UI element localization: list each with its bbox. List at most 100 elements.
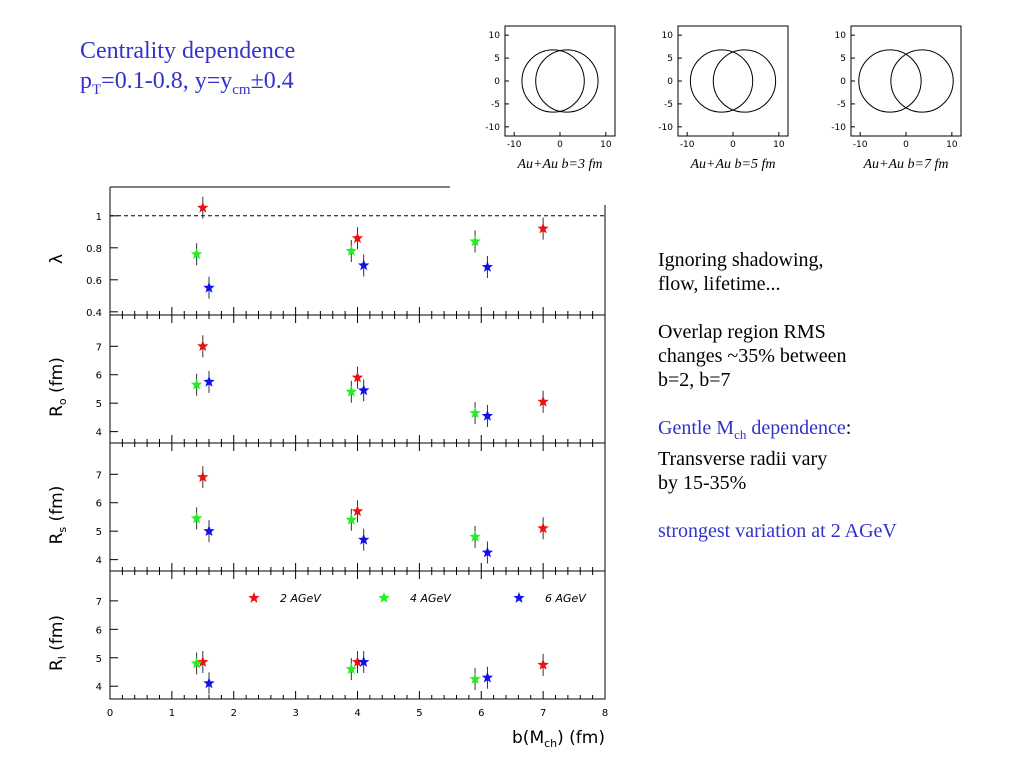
geometry-ytick-label: -10 (658, 123, 673, 133)
data-point (537, 395, 549, 407)
data-point (190, 657, 203, 669)
y-tick-label: 7 (96, 597, 102, 608)
note-blue-pre: Gentle M (658, 417, 735, 439)
data-point (197, 340, 209, 352)
note-line: b=2, b=7 (658, 369, 731, 391)
chart-panel: 4 5 6 7 Rl (fm) (47, 570, 606, 700)
data-point (351, 505, 364, 517)
title-sub-cm: cm (232, 81, 251, 98)
data-point (345, 385, 357, 397)
note-line: Ignoring shadowing, (658, 249, 824, 271)
note-line: Gentle Mch dependence: (658, 416, 1018, 447)
x-tick-label: 5 (416, 708, 422, 719)
x-tick-label: 0 (107, 708, 113, 719)
legend-marker (513, 592, 525, 603)
geometry-ytick-label: -5 (664, 100, 673, 110)
notes-block-4: strongest variation at 2 AGeV (658, 520, 897, 542)
notes-block-2: Overlap region RMS changes ~35% between … (658, 320, 1018, 392)
y-tick-label: 7 (96, 470, 102, 481)
chart-panel: 4 5 6 7 Ro (fm) (47, 314, 606, 444)
notes-block-3: Gentle Mch dependence: Transverse radii … (658, 416, 1018, 495)
geometry-xtick-label: 0 (903, 140, 909, 150)
data-point (481, 410, 494, 421)
data-point (537, 658, 549, 670)
nucleus-circle (712, 49, 777, 113)
geometry-xtick-label: -10 (853, 140, 868, 150)
data-point (345, 513, 357, 525)
x-tick-label: 4 (354, 708, 360, 719)
data-point (469, 673, 481, 684)
geometry-xtick-label: -10 (507, 140, 522, 150)
slide-title: Centrality dependence pT=0.1-0.8, y=ycm±… (80, 36, 295, 105)
y-axis-label: Ro (fm) (47, 357, 69, 417)
geometry-ytick-label: 10 (489, 31, 501, 41)
title-sub-t: T (92, 81, 102, 98)
data-point (358, 259, 370, 271)
x-tick-label: 6 (478, 708, 484, 719)
data-point (190, 512, 203, 524)
x-tick-label: 8 (602, 708, 608, 719)
y-tick-label: 0.4 (86, 308, 102, 319)
radii-chart: 0.4 0.6 0.8 1 λ 4 5 6 7 Ro (fm) 4 5 6 7 Rs (fm) 4 5 6 7 Rl … (47, 186, 608, 750)
legend-marker (378, 592, 390, 603)
nucleus-circle (535, 49, 599, 113)
data-point (351, 232, 364, 244)
data-point (203, 281, 215, 293)
geometry-xtick-label: 0 (730, 140, 736, 150)
y-tick-label: 0.6 (86, 276, 102, 287)
note-line: changes ~35% between (658, 345, 847, 367)
data-point (203, 375, 215, 387)
data-point (469, 407, 481, 418)
geometry-ytick-label: 0 (667, 77, 673, 87)
note-blue-sub: ch (734, 427, 747, 442)
geometry-ytick-label: 5 (494, 54, 500, 64)
y-tick-label: 6 (96, 499, 102, 510)
data-point (197, 471, 209, 482)
y-axis-label: λ (47, 254, 67, 264)
data-point (358, 533, 370, 545)
note-line: Transverse radii vary (658, 448, 828, 470)
data-point (197, 656, 209, 667)
data-point (469, 235, 481, 247)
data-point (537, 522, 549, 534)
data-point (481, 261, 494, 272)
data-point (203, 677, 215, 689)
data-point (358, 656, 370, 667)
geometry-ytick-label: -10 (485, 123, 500, 133)
note-line: Overlap region RMS (658, 321, 826, 343)
geometry-label: Au+Au b=3 fm (517, 157, 603, 172)
geometry-xtick-label: 0 (557, 140, 563, 150)
y-tick-label: 4 (96, 428, 102, 439)
geometry-ytick-label: 10 (662, 31, 674, 41)
data-point (537, 222, 549, 234)
chart-panel: 0.4 0.6 0.8 1 λ (47, 186, 606, 319)
geometry-xtick-label: 10 (600, 140, 612, 150)
data-point (190, 378, 203, 390)
data-point (469, 530, 481, 542)
y-tick-label: 4 (96, 556, 102, 567)
nucleus-circle (521, 49, 585, 113)
geometry-frame (677, 25, 789, 137)
title-line-1: Centrality dependence (80, 38, 296, 64)
legend-label: 6 AGeV (545, 592, 587, 605)
nucleus-circle (858, 49, 922, 113)
note-line: flow, lifetime... (658, 273, 781, 295)
data-point (351, 656, 364, 667)
geometry-panel: 10 5 0 -5 -10 -10 0 10 Au+Au b=5 fm (658, 25, 789, 172)
geometry-ytick-label: 0 (494, 77, 500, 87)
geometry-ytick-label: 5 (667, 54, 673, 64)
title-line-2: pT=0.1-0.8, y=ycm±0.4 (80, 66, 295, 105)
x-tick-label: 7 (540, 708, 546, 719)
note-blue-post: dependence (746, 417, 846, 439)
legend-marker (248, 592, 260, 603)
geometry-panel: 10 5 0 -5 -10 -10 0 10 Au+Au b=7 fm (831, 25, 962, 172)
title-eq2: ±0.4 (250, 68, 294, 94)
data-point (358, 384, 370, 396)
y-axis-label: Rl (fm) (47, 615, 69, 671)
nucleus-circle (689, 49, 754, 113)
y-axis-label: Rs (fm) (47, 486, 69, 545)
geometry-ytick-label: -5 (837, 100, 846, 110)
geometry-panel: 10 5 0 -5 -10 -10 0 10 Au+Au b=3 fm (485, 25, 616, 172)
y-tick-label: 5 (96, 399, 102, 410)
geometry-xtick-label: -10 (680, 140, 695, 150)
